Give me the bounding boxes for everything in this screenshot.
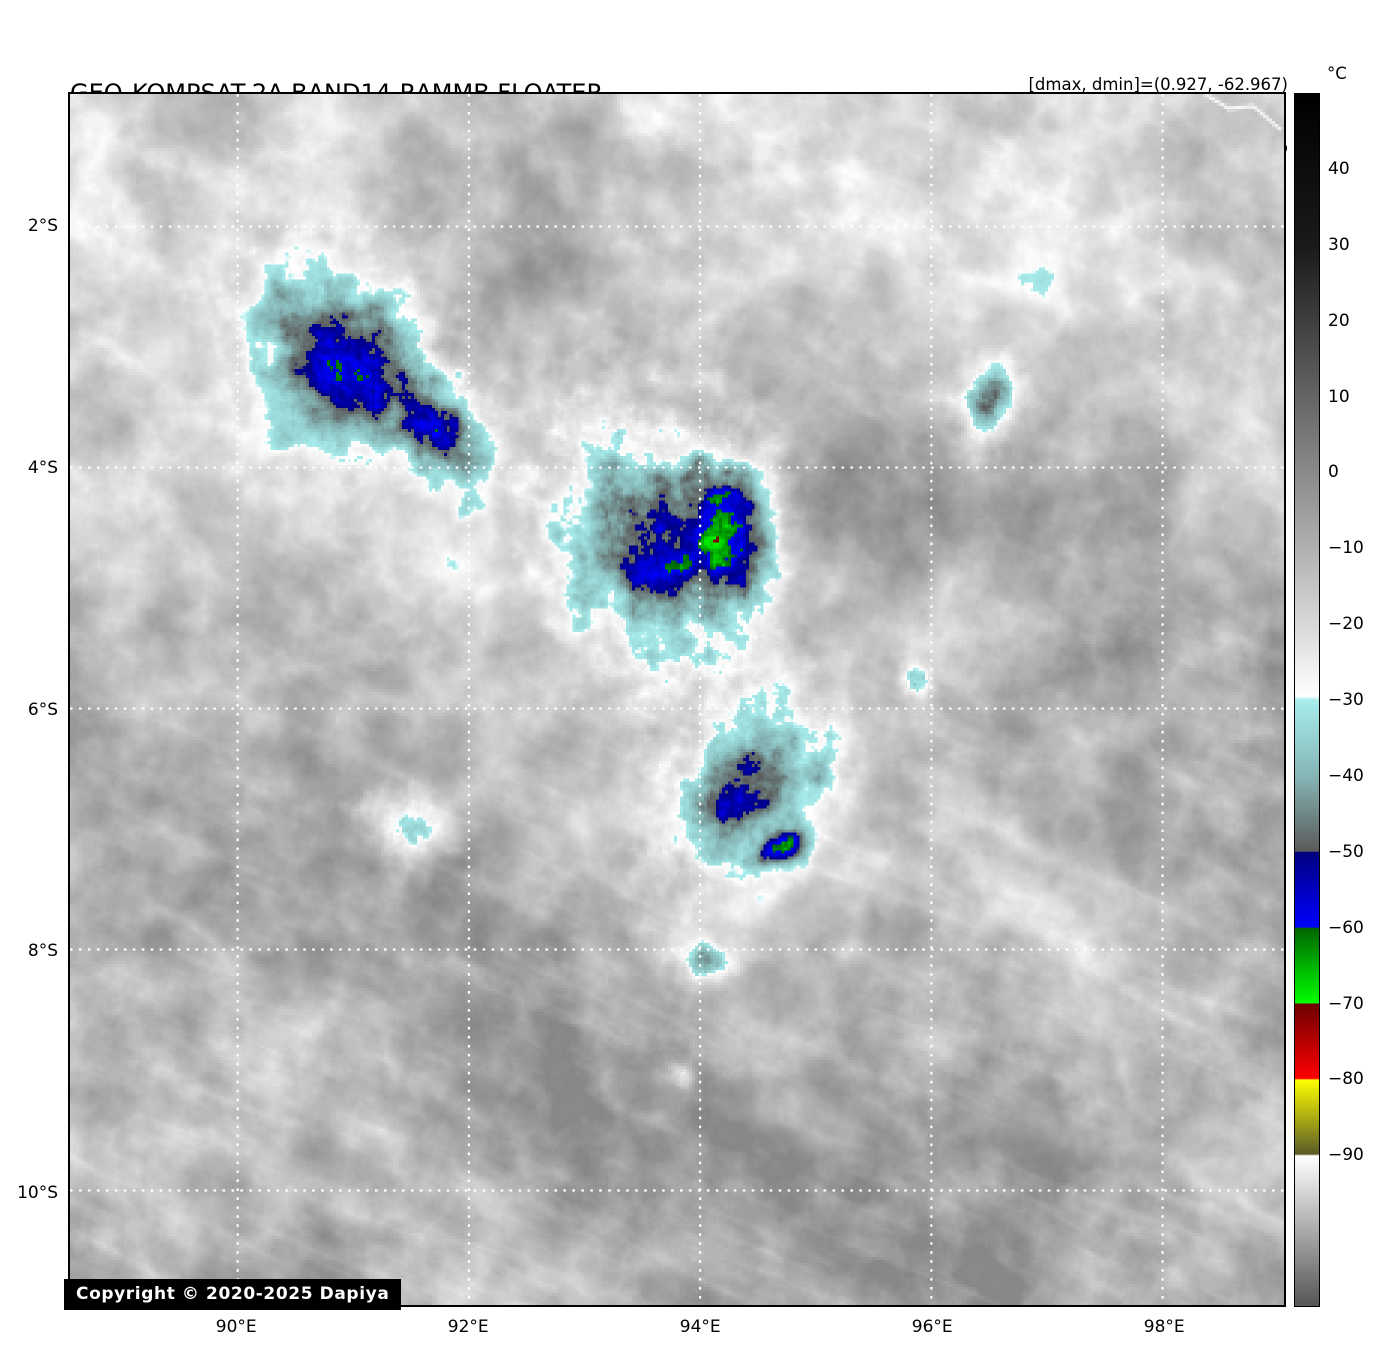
longitude-tick-label: 98°E <box>1143 1317 1185 1337</box>
latitude-tick-label: 10°S <box>17 1183 58 1204</box>
longitude-tick-label: 90°E <box>215 1317 257 1337</box>
latitude-tick-label: 4°S <box>27 457 58 478</box>
latitude-tick-label: 6°S <box>27 699 58 720</box>
satellite-image-plot[interactable] <box>68 92 1286 1307</box>
colorbar-tick-label: −80 <box>1328 1069 1364 1090</box>
colorbar-tick-label: −30 <box>1328 690 1364 710</box>
colorbar-tick-label: 10 <box>1328 386 1350 407</box>
colorbar-tick-label: −90 <box>1328 1145 1364 1166</box>
dminmax-readout: [dmax, dmin]=(0.927, -62.967) <box>1028 75 1289 94</box>
colorbar-tick-label: −40 <box>1328 765 1364 786</box>
colorbar-tick-label: −20 <box>1328 614 1364 635</box>
copyright-watermark: Copyright © 2020-2025 Dapiya <box>64 1279 402 1310</box>
colorbar-tick-label: 0 <box>1328 462 1339 483</box>
longitude-tick-label: 94°E <box>679 1317 721 1337</box>
satellite-imagery-raster <box>70 94 1284 1305</box>
colorbar-tick-label: −10 <box>1328 538 1364 559</box>
colorbar-tick-label: −60 <box>1328 917 1364 938</box>
colorbar-units-label: °C <box>1327 64 1347 83</box>
colorbar-tick-label: 20 <box>1328 310 1350 331</box>
colorbar-tick-label: −50 <box>1328 841 1364 862</box>
temperature-colorbar[interactable] <box>1294 93 1320 1307</box>
longitude-tick-label: 92°E <box>447 1317 489 1337</box>
colorbar-tick-label: −70 <box>1328 993 1364 1014</box>
colorbar-tick-label: 40 <box>1328 158 1350 179</box>
longitude-tick-label: 96°E <box>911 1317 953 1337</box>
colorbar-tick-label: 30 <box>1328 234 1350 255</box>
latitude-tick-label: 2°S <box>27 215 58 236</box>
colorbar-gradient <box>1295 94 1319 1306</box>
latitude-tick-label: 8°S <box>27 941 58 962</box>
